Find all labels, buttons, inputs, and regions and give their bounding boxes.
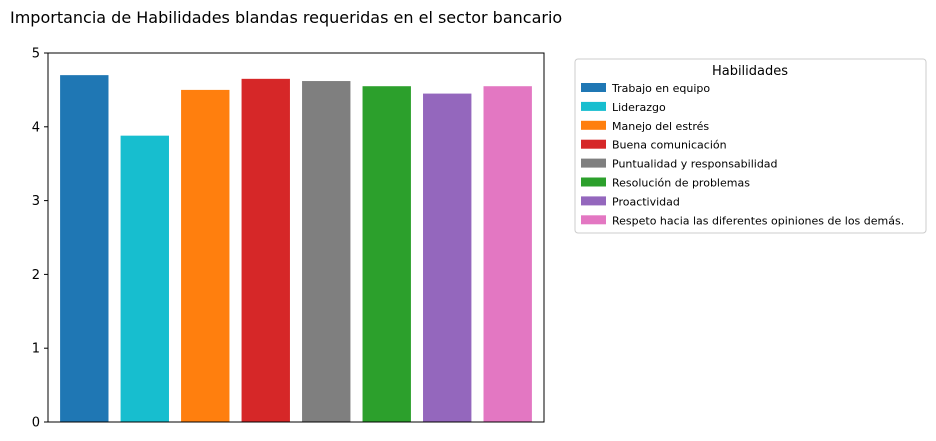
bar-6 bbox=[362, 86, 411, 423]
bar-3 bbox=[181, 89, 230, 423]
legend-label-1: Trabajo en equipo bbox=[611, 82, 710, 95]
legend-swatch-2 bbox=[581, 101, 606, 111]
legend-swatch-7 bbox=[581, 196, 606, 206]
legend-items: Trabajo en equipo Liderazgo Manejo del est… bbox=[581, 82, 904, 227]
bar-1 bbox=[60, 75, 109, 422]
legend-swatch-6 bbox=[581, 177, 606, 187]
chart-title: Importancia de Habilidades blandas reque… bbox=[10, 8, 562, 27]
bar-4 bbox=[241, 78, 290, 422]
legend-label-6: Resolución de problemas bbox=[612, 177, 750, 190]
legend-label-4: Buena comunicación bbox=[612, 139, 727, 152]
y-tick-label: 3 bbox=[32, 194, 40, 209]
y-tick-label: 0 bbox=[32, 416, 40, 431]
y-tick-label: 2 bbox=[32, 268, 40, 283]
bar-7 bbox=[423, 93, 472, 422]
y-tick-label: 4 bbox=[32, 120, 40, 135]
y-tick-label: 5 bbox=[32, 47, 40, 62]
legend: Habilidades Trabajo en equipo Liderazgo Ma… bbox=[574, 58, 927, 234]
y-tick-label: 1 bbox=[32, 342, 40, 357]
legend-label-2: Liderazgo bbox=[612, 101, 666, 114]
plot-area: 0 1 2 3 4 5 bbox=[32, 47, 545, 431]
legend-swatch-4 bbox=[581, 139, 606, 149]
bars-group bbox=[60, 75, 532, 423]
legend-label-7: Proactividad bbox=[612, 195, 680, 208]
legend-title: Habilidades bbox=[712, 64, 788, 79]
legend-box bbox=[574, 58, 927, 234]
bar-5 bbox=[302, 81, 351, 422]
y-axis: 0 1 2 3 4 5 bbox=[32, 47, 48, 431]
legend-swatch-3 bbox=[581, 120, 606, 130]
legend-swatch-1 bbox=[581, 83, 606, 92]
legend-label-3: Manejo del estrés bbox=[612, 120, 709, 133]
legend-label-8: Respeto hacia las diferentes opiniones d… bbox=[612, 214, 904, 227]
legend-swatch-5 bbox=[581, 158, 606, 168]
bar-8 bbox=[483, 86, 532, 423]
legend-label-5: Puntualidad y responsabilidad bbox=[612, 158, 778, 171]
legend-swatch-8 bbox=[581, 215, 606, 225]
bar-2 bbox=[120, 135, 169, 422]
axes-frame bbox=[47, 52, 545, 423]
